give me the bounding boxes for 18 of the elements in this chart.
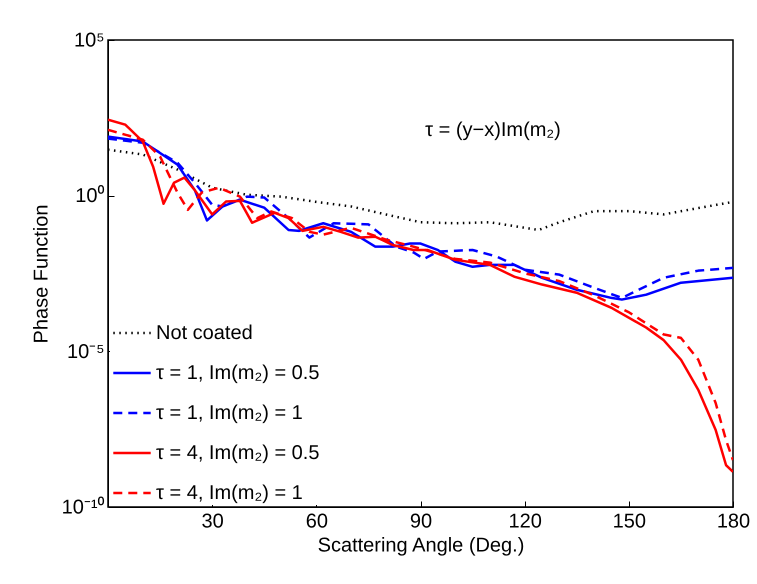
y-tick-label: 10⁵ [74,30,104,52]
legend-label: τ = 1, Im(m₂) = 1 [156,402,303,424]
legend-label: τ = 1, Im(m₂) = 0.5 [156,362,320,384]
x-tick-label: 90 [410,510,432,532]
x-tick-label: 60 [306,510,328,532]
x-tick-label: 150 [612,510,646,532]
x-tick-label: 30 [202,510,224,532]
x-axis-title: Scattering Angle (Deg.) [318,534,524,556]
y-tick-label: 10⁻¹⁰ [62,496,104,518]
legend-label: Not coated [156,322,253,344]
legend-label: τ = 4, Im(m₂) = 1 [156,482,303,504]
y-tick-label: 10⁰ [75,184,104,208]
x-tick-label: 120 [508,510,542,532]
annotation: τ = (y−x)Im(m₂) [425,119,561,141]
y-tick-label: 10⁻⁵ [66,340,104,363]
x-tick-label: 180 [716,510,750,532]
y-axis-title: Phase Function [30,204,53,344]
legend-label: τ = 4, Im(m₂) = 0.5 [156,442,320,464]
